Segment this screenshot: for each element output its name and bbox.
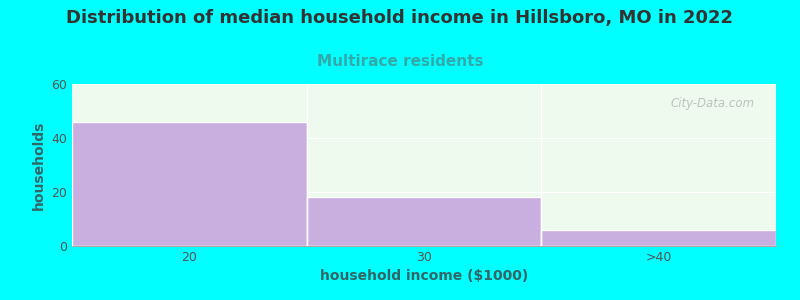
Text: Distribution of median household income in Hillsboro, MO in 2022: Distribution of median household income … [66,9,734,27]
Text: City-Data.com: City-Data.com [670,97,755,110]
Bar [542,230,776,246]
Text: Multirace residents: Multirace residents [317,54,483,69]
Bar [306,197,542,246]
Bar [72,122,306,246]
X-axis label: household income ($1000): household income ($1000) [320,269,528,284]
Y-axis label: households: households [32,120,46,210]
